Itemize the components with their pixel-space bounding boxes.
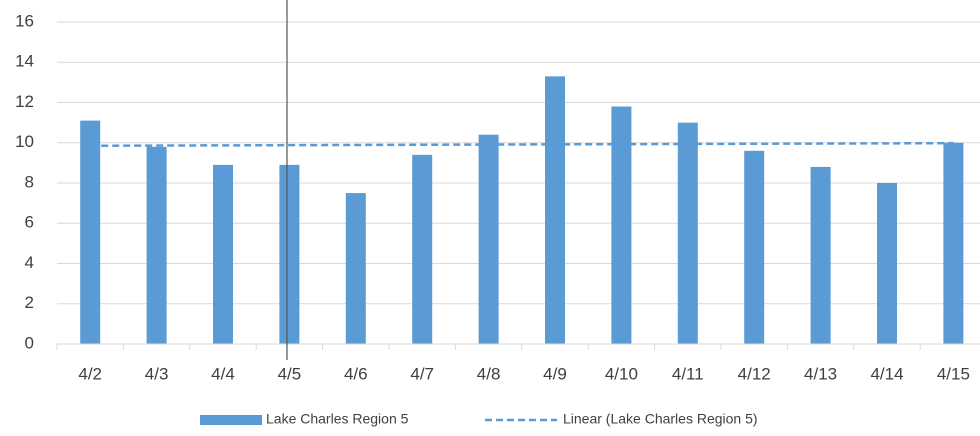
bar	[213, 164, 233, 344]
x-tick-label: 4/8	[477, 364, 501, 383]
legend-label: Linear (Lake Charles Region 5)	[563, 411, 758, 427]
y-tick-label: 6	[25, 213, 34, 232]
bar	[611, 106, 632, 345]
x-tick-label: 4/11	[672, 364, 704, 383]
y-tick-label: 2	[25, 293, 34, 312]
y-tick-label: 0	[25, 333, 34, 352]
y-tick-label: 12	[15, 92, 34, 111]
legend-label: Lake Charles Region 5	[266, 411, 409, 427]
x-tick-label: 4/9	[543, 364, 567, 383]
bar	[744, 150, 765, 344]
y-tick-label: 16	[15, 11, 34, 30]
trend-line	[90, 141, 954, 148]
x-tick-label: 4/4	[211, 364, 235, 383]
bar	[412, 154, 433, 344]
y-tick-label: 14	[15, 52, 34, 71]
x-tick-label: 4/13	[804, 364, 837, 383]
x-tick-label: 4/7	[410, 364, 434, 383]
y-tick-label: 4	[25, 253, 34, 272]
x-tick-label: 4/12	[738, 364, 771, 383]
y-tick-label: 8	[25, 172, 34, 191]
x-tick-label: 4/15	[937, 364, 970, 383]
x-tick-label: 4/6	[344, 364, 368, 383]
bar	[279, 164, 300, 344]
legend-swatch	[200, 415, 262, 425]
bar	[80, 120, 101, 344]
bar	[478, 134, 499, 344]
x-tick-label: 4/5	[278, 364, 302, 383]
bar	[677, 122, 698, 344]
bar	[877, 183, 897, 344]
bar	[146, 146, 167, 344]
x-tick-label: 4/3	[145, 364, 169, 383]
bar	[345, 193, 366, 344]
bar	[545, 76, 565, 345]
y-tick-label: 10	[15, 132, 34, 151]
bar	[943, 142, 964, 344]
bar	[810, 166, 831, 344]
x-tick-label: 4/10	[605, 364, 638, 383]
x-tick-label: 4/2	[78, 364, 102, 383]
x-tick-label: 4/14	[870, 364, 903, 383]
